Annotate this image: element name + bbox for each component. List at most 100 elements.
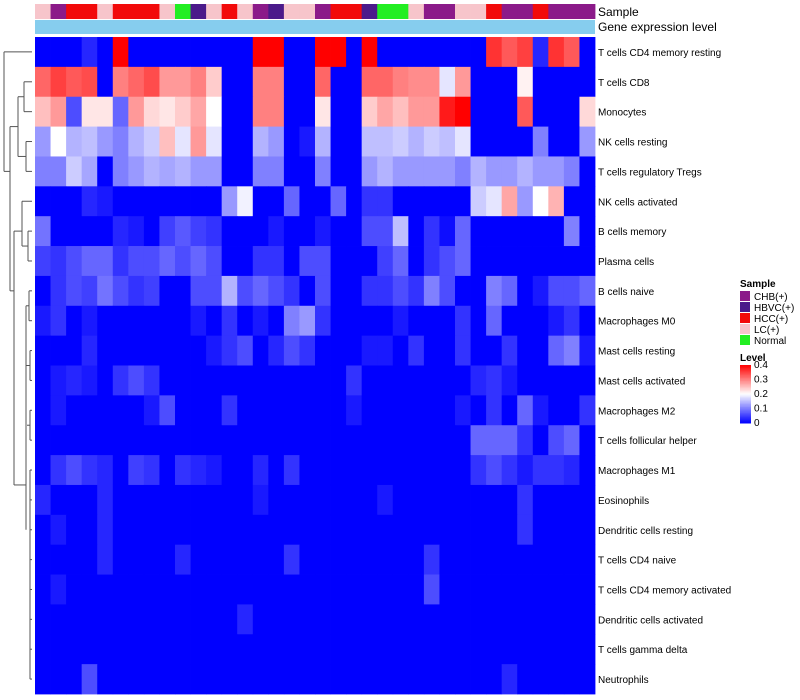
row-label: Dendritic cells resting xyxy=(598,526,693,537)
heatmap-cell xyxy=(392,634,409,665)
heatmap-cell xyxy=(143,574,160,605)
heatmap-cell xyxy=(66,37,83,68)
row-label: NK cells activated xyxy=(598,197,677,208)
heatmap-cell xyxy=(81,395,98,426)
heatmap-cell xyxy=(283,544,300,575)
heatmap-cell xyxy=(128,275,145,307)
heatmap-cell xyxy=(392,574,409,605)
heatmap-cell xyxy=(579,126,596,157)
heatmap-cell xyxy=(97,246,114,277)
heatmap-cell xyxy=(50,216,67,247)
heatmap-cell xyxy=(563,335,580,366)
legend-level-title: Level xyxy=(740,353,766,364)
heatmap-cell xyxy=(206,66,223,98)
legend-gradient-step xyxy=(740,405,751,408)
heatmap-cell xyxy=(112,96,129,127)
heatmap-cell xyxy=(315,544,331,575)
heatmap-cell xyxy=(299,246,316,277)
heatmap-cell xyxy=(50,126,67,157)
heatmap-cell xyxy=(190,455,207,486)
heatmap-cell xyxy=(252,66,269,98)
heatmap-cell xyxy=(470,216,487,247)
heatmap-cell xyxy=(346,156,363,187)
heatmap-cell xyxy=(548,66,565,98)
heatmap-cell xyxy=(377,275,394,307)
heatmap-cell xyxy=(563,186,580,217)
heatmap-cell xyxy=(470,574,487,605)
heatmap-cell xyxy=(439,66,456,98)
heatmap-cell xyxy=(315,514,331,546)
heatmap-cell xyxy=(330,37,347,68)
heatmap-cell xyxy=(330,395,347,426)
legend-gradient-step xyxy=(740,389,751,392)
heatmap-cell xyxy=(470,305,487,337)
heatmap-cell xyxy=(252,126,269,157)
heatmap-cell xyxy=(35,216,51,247)
heatmap-cell xyxy=(439,604,456,635)
heatmap-cell xyxy=(66,395,83,426)
heatmap-cell xyxy=(283,275,300,307)
heatmap-cell xyxy=(128,96,145,127)
heatmap-cell xyxy=(501,365,518,396)
legend-gradient-step xyxy=(740,408,751,411)
heatmap-cell xyxy=(532,544,549,575)
heatmap-cell xyxy=(112,305,129,337)
heatmap-cell xyxy=(548,455,565,486)
heatmap-cell xyxy=(175,126,191,157)
heatmap-cell xyxy=(501,96,518,127)
heatmap-cell xyxy=(408,96,425,127)
heatmap-cell xyxy=(221,574,238,605)
heatmap-cell xyxy=(330,514,347,546)
heatmap-cell xyxy=(206,425,223,456)
heatmap-cell xyxy=(486,604,503,635)
heatmap-cell xyxy=(50,335,67,366)
heatmap-cell xyxy=(159,514,176,546)
heatmap-cell xyxy=(330,156,347,187)
sample-annotation-cell xyxy=(315,4,331,19)
heatmap-cell xyxy=(35,455,51,486)
heatmap-cell xyxy=(439,634,456,665)
heatmap-cell xyxy=(501,216,518,247)
heatmap-cell xyxy=(548,514,565,546)
heatmap-cell xyxy=(66,514,83,546)
heatmap-cell xyxy=(501,634,518,665)
heatmap-cell xyxy=(66,186,83,217)
heatmap-cell xyxy=(361,305,378,337)
legend-gradient-step xyxy=(740,394,751,396)
sample-annotation-cell xyxy=(159,4,176,19)
heatmap-cell xyxy=(66,425,83,456)
sample-annotation-cell xyxy=(408,4,425,19)
heatmap-cell xyxy=(346,574,363,605)
heatmap-cell xyxy=(377,365,394,396)
heatmap-cell xyxy=(175,514,191,546)
heatmap-cell xyxy=(252,156,269,187)
row-label: Macrophages M0 xyxy=(598,317,676,328)
legend-gradient-step xyxy=(740,380,751,383)
heatmap-cell xyxy=(268,37,285,68)
heatmap-cell xyxy=(579,455,596,486)
heatmap-cell xyxy=(159,425,176,456)
heatmap-cell xyxy=(143,37,160,68)
heatmap-cell xyxy=(377,425,394,456)
heatmap-cell xyxy=(66,156,83,187)
heatmap-cell xyxy=(66,574,83,605)
legend-gradient-step xyxy=(740,411,751,414)
row-label: T cells CD4 memory resting xyxy=(598,48,721,59)
heatmap-cell xyxy=(237,425,254,456)
heatmap-cell xyxy=(252,455,269,486)
heatmap-cell xyxy=(66,365,83,396)
heatmap-cell xyxy=(517,634,534,665)
legend-gradient-step xyxy=(740,388,751,391)
heatmap-cell xyxy=(579,484,596,516)
heatmap-cell xyxy=(81,186,98,217)
heatmap-cell xyxy=(486,664,503,695)
heatmap-cell xyxy=(159,664,176,695)
heatmap-cell xyxy=(423,544,440,575)
heatmap-cell xyxy=(175,455,191,486)
heatmap-cell xyxy=(439,514,456,546)
heatmap-cell xyxy=(392,216,409,247)
heatmap-cell xyxy=(548,186,565,217)
heatmap-cell xyxy=(470,186,487,217)
heatmap-cell xyxy=(315,66,331,98)
sample-annotation-cell xyxy=(221,4,238,19)
